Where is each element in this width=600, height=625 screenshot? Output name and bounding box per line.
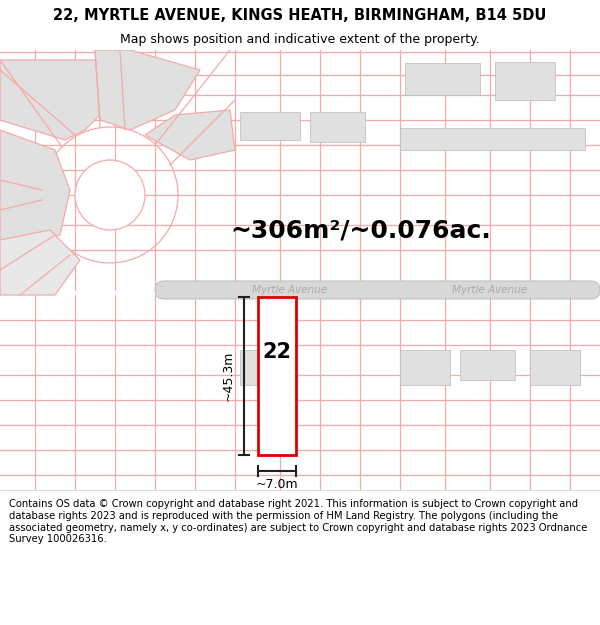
- Polygon shape: [95, 50, 200, 130]
- Bar: [240, 112, 300, 140]
- Text: ~306m²/~0.076ac.: ~306m²/~0.076ac.: [230, 218, 491, 242]
- Bar: [400, 128, 585, 150]
- Text: Map shows position and indicative extent of the property.: Map shows position and indicative extent…: [120, 32, 480, 46]
- Bar: [405, 63, 480, 95]
- Text: Myrtle Avenue: Myrtle Avenue: [452, 285, 527, 295]
- Polygon shape: [0, 130, 70, 250]
- Bar: [530, 350, 580, 385]
- Text: Myrtle Avenue: Myrtle Avenue: [253, 285, 328, 295]
- Text: Contains OS data © Crown copyright and database right 2021. This information is : Contains OS data © Crown copyright and d…: [9, 499, 587, 544]
- Bar: [258, 297, 296, 455]
- Text: ~7.0m: ~7.0m: [256, 478, 298, 491]
- Circle shape: [75, 160, 145, 230]
- FancyBboxPatch shape: [155, 281, 600, 299]
- Polygon shape: [0, 230, 80, 295]
- Bar: [495, 62, 555, 100]
- Text: ~45.3m: ~45.3m: [222, 351, 235, 401]
- Bar: [240, 350, 280, 385]
- Polygon shape: [0, 60, 115, 140]
- Bar: [310, 112, 365, 142]
- Bar: [400, 350, 450, 385]
- Bar: [460, 350, 515, 380]
- Polygon shape: [145, 110, 235, 160]
- Text: 22, MYRTLE AVENUE, KINGS HEATH, BIRMINGHAM, B14 5DU: 22, MYRTLE AVENUE, KINGS HEATH, BIRMINGH…: [53, 8, 547, 22]
- Text: 22: 22: [263, 342, 292, 362]
